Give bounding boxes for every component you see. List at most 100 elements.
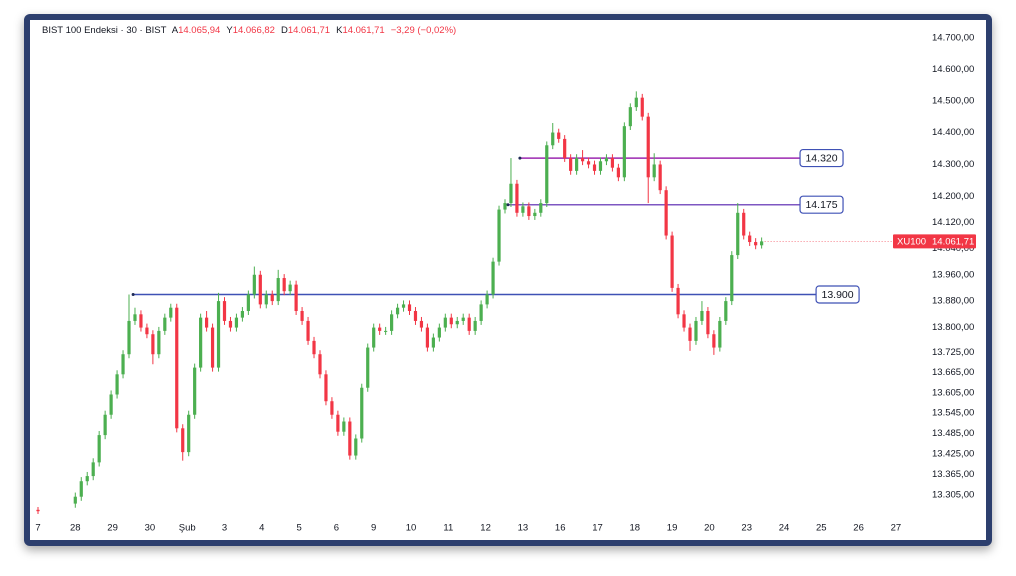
candle-body [467,317,471,331]
candle-body [324,374,328,402]
y-tick-label: 14.400,00 [932,127,974,138]
candle-body [336,414,340,432]
candle-body [688,327,692,341]
level-anchor [506,203,510,207]
x-tick-label: 5 [296,523,301,534]
candle-body [151,334,155,355]
candle-body [163,317,167,331]
y-tick-label: 14.200,00 [932,191,974,202]
ohlc-key: A [172,25,179,36]
candle-body [401,304,406,308]
price-tag-box [893,234,976,249]
candle-body [419,320,424,328]
level-label: 14.320 [805,152,837,164]
plot-area [36,91,817,514]
candle-body [425,327,430,348]
candle-body [258,274,262,305]
ohlc-value: 14.061,71 [342,25,384,36]
x-tick-label: Şub [179,523,196,534]
candle-body [133,314,137,321]
candle-body [563,138,567,159]
level-anchor [518,156,522,160]
level-label-box [799,148,844,168]
candle-body [736,212,740,256]
candle-body [479,304,483,321]
y-tick-label: 14.300,00 [932,159,974,170]
candle-body [246,294,250,312]
x-tick-label: 25 [816,523,827,534]
ohlc-key: Y [226,25,233,36]
candle-body [306,320,310,341]
level-label: 13.900 [822,289,854,301]
candle-body [228,320,233,328]
x-tick-label: 13 [518,523,529,534]
candle-body [300,311,304,321]
candle-body [330,401,334,415]
y-tick-label: 13.880,00 [932,296,974,307]
candle-body [252,274,256,295]
candle-body [354,438,358,456]
candle-body [682,314,686,328]
overlay: BIST 100 Endeksi · 30 · BIST A14.065,94 Y 1… [35,25,976,534]
candle-body [616,167,620,178]
y-tick-label: 13.960,00 [932,269,974,280]
candle-body [521,206,525,213]
candle-body [431,337,435,348]
x-tick-label: 7 [35,523,40,534]
y-tick-label: 13.545,00 [932,408,974,419]
candle-body [91,462,95,477]
candle-body [127,320,131,355]
candle-body [210,327,215,368]
candle-body [222,301,227,321]
candle-body [748,235,752,243]
candle-body [455,320,459,325]
candle-body [658,164,662,191]
candle-body [586,161,591,165]
x-tick-label: 30 [145,523,156,534]
ohlc-value: 14.065,94 [178,25,220,36]
candle-body [97,435,101,463]
candle-body [312,340,316,355]
y-tick-label: 14.600,00 [932,64,974,75]
candle-body [348,421,352,456]
candle-body [533,212,537,217]
level-anchor [131,292,135,296]
ohlc-key: D [281,25,288,36]
y-tick-label: 13.665,00 [932,367,974,378]
candle-body [390,314,394,331]
candle-body [157,330,161,355]
candle-body [73,496,77,504]
y-tick-label: 13.800,00 [932,322,974,333]
candle-body [491,261,495,295]
x-tick-label: 3 [222,523,227,534]
x-tick-label: 12 [480,523,491,534]
candle-body [569,158,573,171]
candle-body [270,294,274,302]
x-tick-label: 11 [443,523,453,534]
candle-body [509,183,513,204]
candle-body [413,311,418,321]
candle-body [592,164,597,171]
candle-body [622,126,626,178]
price-tag-symbol: XU100 [897,236,926,247]
x-tick-label: 19 [667,523,678,534]
candle-body [109,394,113,415]
candle-body [449,317,453,325]
level-label-box [799,195,844,214]
symbol: BIST 100 Endeksi · 30 · BIST [42,25,167,36]
x-tick-label: 16 [555,523,566,534]
candle-body [551,132,555,146]
candle-body [718,320,722,348]
candle-body [598,161,603,171]
x-tick-label: 24 [779,523,790,534]
x-tick-label: 28 [70,523,81,534]
candle-body [103,414,107,436]
candle-body [724,301,728,321]
candle-body [628,107,632,127]
y-tick-label: 13.425,00 [932,448,974,459]
candle-body [204,317,209,328]
level-label: 14.175 [805,199,837,211]
y-tick-label: 13.725,00 [932,347,974,358]
candle-body [694,320,698,341]
y-tick-label: 13.605,00 [932,387,974,398]
